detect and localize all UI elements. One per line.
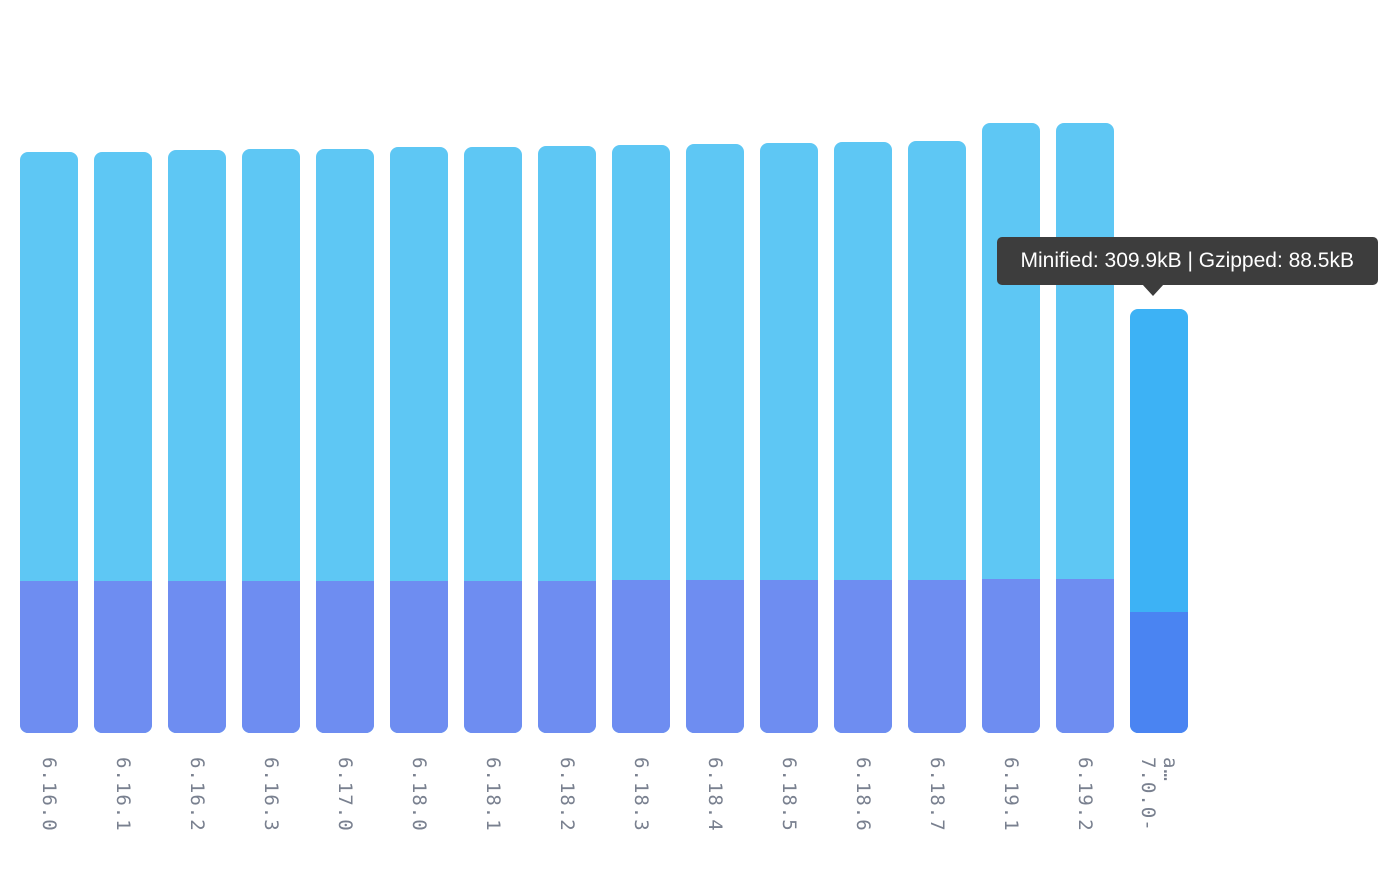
version-bar[interactable] bbox=[316, 149, 374, 733]
bar-column: 6.18.4 bbox=[686, 0, 744, 832]
gzip-segment bbox=[94, 581, 152, 733]
bar-column: 6.16.2 bbox=[168, 0, 226, 832]
version-label: 6.18.4 bbox=[704, 757, 726, 832]
bar-column: 6.18.5 bbox=[760, 0, 818, 832]
gzip-segment bbox=[464, 581, 522, 733]
gzip-segment bbox=[390, 581, 448, 733]
bar-column: 6.16.1 bbox=[94, 0, 152, 832]
version-label: 6.17.0 bbox=[334, 757, 356, 832]
version-label: 6.18.3 bbox=[630, 757, 652, 832]
version-bar[interactable] bbox=[686, 144, 744, 733]
gzip-segment bbox=[242, 581, 300, 733]
version-bar[interactable] bbox=[390, 147, 448, 733]
version-label: 6.18.0 bbox=[408, 757, 430, 832]
tooltip: Minified: 309.9kB | Gzipped: 88.5kB bbox=[996, 237, 1378, 285]
version-bar[interactable] bbox=[94, 152, 152, 733]
version-label: 6.18.5 bbox=[778, 757, 800, 832]
version-bar[interactable] bbox=[908, 141, 966, 733]
version-label: 6.16.1 bbox=[112, 757, 134, 832]
bar-column: 6.18.3 bbox=[612, 0, 670, 832]
gzip-segment bbox=[982, 579, 1040, 733]
version-label: 6.18.6 bbox=[852, 757, 874, 832]
bar-column: 6.18.1 bbox=[464, 0, 522, 832]
bar-column: 7.0.0-a… bbox=[1130, 0, 1188, 832]
version-label: 6.19.2 bbox=[1074, 757, 1096, 832]
gzip-segment bbox=[1130, 612, 1188, 733]
gzip-segment bbox=[168, 581, 226, 733]
version-label: 6.16.0 bbox=[38, 757, 60, 832]
version-label: 6.16.2 bbox=[186, 757, 208, 832]
version-label: 7.0.0-a… bbox=[1137, 757, 1181, 832]
bar-column: 6.16.3 bbox=[242, 0, 300, 832]
tooltip-text: Minified: 309.9kB | Gzipped: 88.5kB bbox=[1020, 249, 1354, 272]
bar-column: 6.16.0 bbox=[20, 0, 78, 832]
version-bar[interactable] bbox=[20, 152, 78, 733]
gzip-segment bbox=[760, 580, 818, 733]
gzip-segment bbox=[316, 581, 374, 733]
version-bar[interactable] bbox=[1130, 309, 1188, 733]
bar-column: 6.18.7 bbox=[908, 0, 966, 832]
bar-column: 6.19.2 bbox=[1056, 0, 1114, 832]
bar-column: 6.18.6 bbox=[834, 0, 892, 832]
version-bar[interactable] bbox=[168, 150, 226, 733]
version-bar[interactable] bbox=[834, 142, 892, 733]
version-bar[interactable] bbox=[242, 149, 300, 733]
version-label: 6.18.7 bbox=[926, 757, 948, 832]
version-bar[interactable] bbox=[1056, 123, 1114, 733]
version-label: 6.16.3 bbox=[260, 757, 282, 832]
gzip-segment bbox=[20, 581, 78, 733]
bar-column: 6.18.2 bbox=[538, 0, 596, 832]
version-label: 6.18.2 bbox=[556, 757, 578, 832]
version-bar[interactable] bbox=[612, 145, 670, 733]
version-bar[interactable] bbox=[760, 143, 818, 733]
bar-column: 6.17.0 bbox=[316, 0, 374, 832]
gzip-segment bbox=[1056, 579, 1114, 733]
version-bar[interactable] bbox=[982, 123, 1040, 733]
bar-column: 6.18.0 bbox=[390, 0, 448, 832]
tooltip-arrow bbox=[1142, 284, 1164, 296]
gzip-segment bbox=[612, 580, 670, 733]
version-label: 6.19.1 bbox=[1000, 757, 1022, 832]
bars-container: 6.16.0 6.16.1 6.16.2 6.16.3 6.17.0 6.18.0 6.18… bbox=[20, 0, 1188, 832]
gzip-segment bbox=[908, 580, 966, 733]
gzip-segment bbox=[686, 580, 744, 733]
gzip-segment bbox=[834, 580, 892, 733]
gzip-segment bbox=[538, 581, 596, 733]
version-bar[interactable] bbox=[538, 146, 596, 733]
bar-column: 6.19.1 bbox=[982, 0, 1040, 832]
version-bar[interactable] bbox=[464, 147, 522, 733]
version-label: 6.18.1 bbox=[482, 757, 504, 832]
